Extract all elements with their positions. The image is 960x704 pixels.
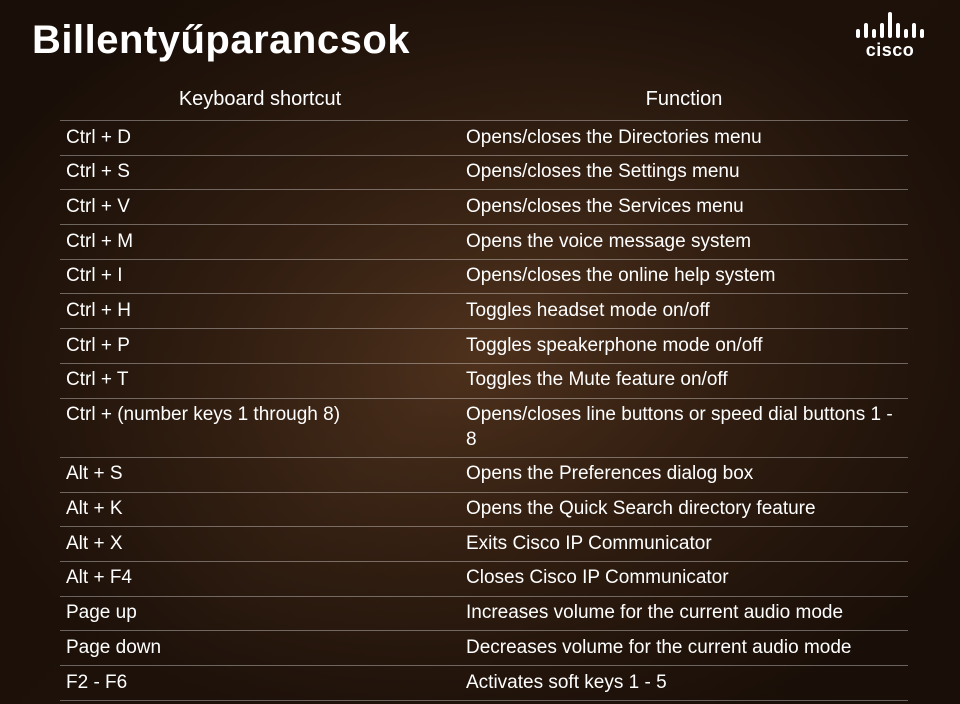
shortcut-cell: F2 - F6 <box>60 666 460 700</box>
table-row: Alt + XExits Cisco IP Communicator <box>60 526 908 561</box>
slide-page: Billentyűparancsok cisco Keyboard shortc… <box>0 0 960 704</box>
table-row: / (with NumLk function enabled)Activates… <box>60 700 908 704</box>
shortcut-cell: Alt + X <box>60 527 460 561</box>
shortcut-cell: Alt + F4 <box>60 562 460 596</box>
function-cell: Toggles headset mode on/off <box>460 294 908 328</box>
shortcut-cell: Ctrl + V <box>60 190 460 224</box>
logo-bar <box>904 29 908 38</box>
table-body: Ctrl + DOpens/closes the Directories men… <box>60 120 908 704</box>
function-cell: Opens the Quick Search directory feature <box>460 493 908 527</box>
function-cell: Closes Cisco IP Communicator <box>460 562 908 596</box>
function-cell: Increases volume for the current audio m… <box>460 597 908 631</box>
table-row: Ctrl + PToggles speakerphone mode on/off <box>60 328 908 363</box>
shortcut-cell: Ctrl + I <box>60 260 460 294</box>
function-cell: Opens/closes the Services menu <box>460 190 908 224</box>
table-row: F2 - F6Activates soft keys 1 - 5 <box>60 665 908 700</box>
function-cell: Opens/closes the Directories menu <box>460 121 908 155</box>
cisco-logo-text: cisco <box>856 40 924 61</box>
table-row: Ctrl + MOpens the voice message system <box>60 224 908 259</box>
shortcut-cell: Ctrl + (number keys 1 through 8) <box>60 399 460 457</box>
shortcut-cell: Ctrl + S <box>60 156 460 190</box>
shortcut-cell: Alt + S <box>60 458 460 492</box>
shortcut-cell: Ctrl + T <box>60 364 460 398</box>
table-row: Ctrl + (number keys 1 through 8)Opens/cl… <box>60 398 908 457</box>
table-row: Alt + F4Closes Cisco IP Communicator <box>60 561 908 596</box>
shortcuts-table: Keyboard shortcut Function Ctrl + DOpens… <box>60 85 908 704</box>
table-row: Ctrl + SOpens/closes the Settings menu <box>60 155 908 190</box>
table-header-row: Keyboard shortcut Function <box>60 85 908 114</box>
logo-bar <box>880 23 884 38</box>
shortcut-cell: Ctrl + P <box>60 329 460 363</box>
function-cell: Opens the voice message system <box>460 225 908 259</box>
logo-bar <box>864 23 868 38</box>
logo-bar <box>920 29 924 38</box>
function-cell: Decreases volume for the current audio m… <box>460 631 908 665</box>
logo-bar <box>912 23 916 38</box>
logo-bar <box>896 23 900 38</box>
function-cell: Toggles speakerphone mode on/off <box>460 329 908 363</box>
cisco-logo: cisco <box>856 10 924 61</box>
table-row: Ctrl + VOpens/closes the Services menu <box>60 189 908 224</box>
function-cell: Exits Cisco IP Communicator <box>460 527 908 561</box>
table-row: Ctrl + DOpens/closes the Directories men… <box>60 120 908 155</box>
function-cell: Opens/closes the online help system <box>460 260 908 294</box>
shortcut-cell: Alt + K <box>60 493 460 527</box>
function-cell: Toggles the Mute feature on/off <box>460 364 908 398</box>
column-header-shortcut: Keyboard shortcut <box>60 85 460 114</box>
logo-bar <box>872 29 876 38</box>
table-row: Page upIncreases volume for the current … <box>60 596 908 631</box>
logo-bar <box>856 29 860 38</box>
function-cell: Opens/closes the Settings menu <box>460 156 908 190</box>
table-row: Alt + SOpens the Preferences dialog box <box>60 457 908 492</box>
function-cell: Opens the Preferences dialog box <box>460 458 908 492</box>
page-title: Billentyűparancsok <box>32 18 928 63</box>
shortcut-cell: Page up <box>60 597 460 631</box>
cisco-logo-bars-icon <box>856 10 924 38</box>
shortcut-cell: Page down <box>60 631 460 665</box>
logo-bar <box>888 12 892 38</box>
shortcut-cell: Ctrl + M <box>60 225 460 259</box>
table-row: Page downDecreases volume for the curren… <box>60 630 908 665</box>
function-cell: Opens/closes line buttons or speed dial … <box>460 399 908 457</box>
shortcut-cell: Ctrl + H <box>60 294 460 328</box>
table-row: Ctrl + HToggles headset mode on/off <box>60 293 908 328</box>
column-header-function: Function <box>460 85 908 114</box>
table-row: Ctrl + TToggles the Mute feature on/off <box>60 363 908 398</box>
shortcut-cell: Ctrl + D <box>60 121 460 155</box>
table-row: Alt + KOpens the Quick Search directory … <box>60 492 908 527</box>
function-cell: Activates soft keys 1 - 5 <box>460 666 908 700</box>
table-row: Ctrl + IOpens/closes the online help sys… <box>60 259 908 294</box>
